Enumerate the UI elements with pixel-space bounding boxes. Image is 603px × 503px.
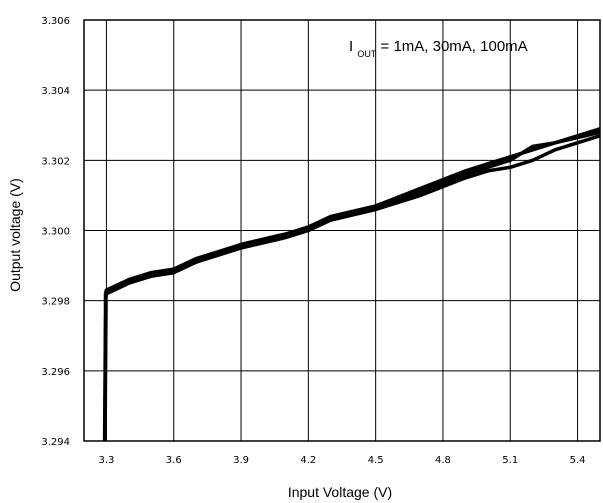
x-tick-label: 5.1 [502, 455, 518, 466]
series-layer [102, 127, 600, 441]
y-tick-label: 3.296 [41, 367, 70, 378]
y-tick-label: 3.304 [41, 86, 70, 97]
grid [84, 19, 600, 442]
y-axis-label: Output voltage (V) [7, 178, 23, 292]
series-line-3 [103, 134, 600, 441]
series-line-1 [102, 127, 600, 441]
series-line-2 [103, 130, 600, 441]
x-tick-label: 3.3 [98, 455, 114, 466]
plot-frame [83, 19, 601, 442]
current-annotation: I OUT = 1mA, 30mA, 100mA [349, 38, 528, 61]
x-tick-label: 4.5 [368, 455, 384, 466]
x-axis-label: Input Voltage (V) [288, 484, 392, 500]
x-tick-label: 3.6 [166, 455, 182, 466]
annotation-subscript: OUT [357, 49, 377, 59]
y-tick-label: 3.302 [41, 156, 70, 167]
annotation-prefix: I [349, 38, 353, 55]
y-tick-label: 3.298 [41, 297, 70, 308]
annotation-text: = 1mA, 30mA, 100mA [381, 38, 528, 55]
y-tick-label: 3.306 [41, 16, 70, 27]
x-tick-label: 4.8 [435, 455, 451, 466]
x-tick-labels: 3.3 3.6 3.9 4.2 4.5 4.8 5.1 5.4 [98, 455, 585, 466]
y-tick-label: 3.300 [41, 227, 70, 238]
y-tick-labels: 3.294 3.296 3.298 3.300 3.302 3.304 3.306 [41, 16, 70, 448]
x-tick-label: 4.2 [300, 455, 316, 466]
y-tick-label: 3.294 [41, 437, 70, 448]
x-tick-label: 5.4 [570, 455, 586, 466]
x-tick-label: 3.9 [233, 455, 249, 466]
